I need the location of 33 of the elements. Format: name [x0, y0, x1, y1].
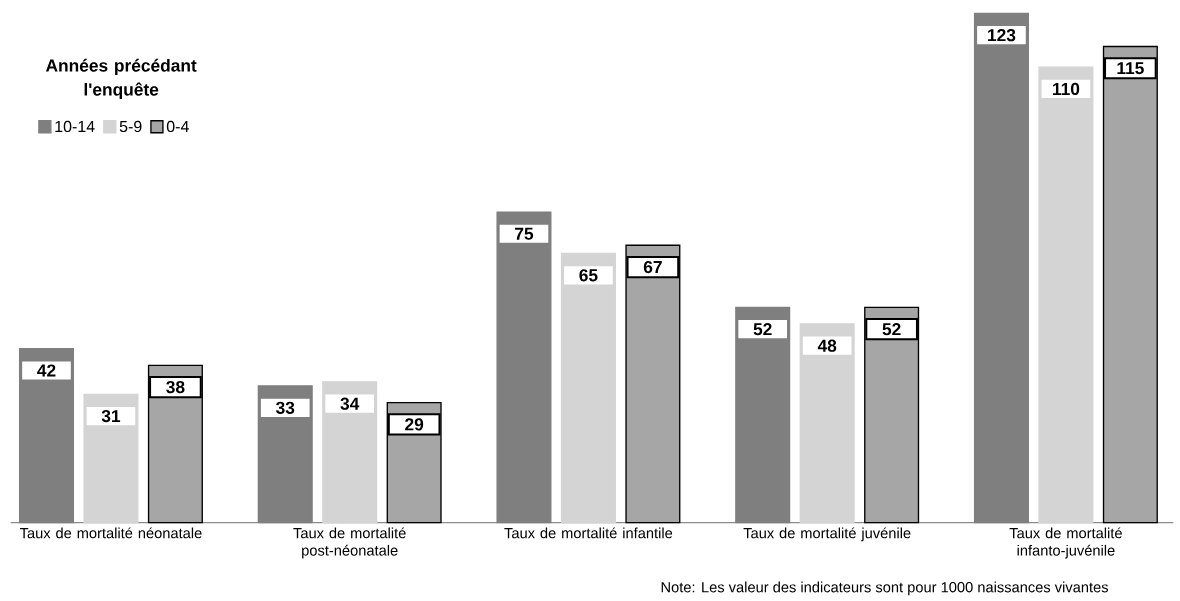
data-label: 34: [340, 397, 360, 410]
bar: [973, 12, 1029, 524]
x-tick-label: Taux de mortalité post-néonatale: [293, 527, 406, 559]
data-label: 33: [275, 401, 295, 414]
data-label: 52: [753, 322, 772, 336]
legend-label: 0-4: [166, 120, 189, 132]
data-label: 38: [166, 380, 185, 394]
x-tick-label: Taux de mortalité infantile: [504, 527, 673, 539]
legend-label: 10-14: [55, 120, 95, 132]
data-label: 31: [101, 409, 121, 423]
bar: [1102, 45, 1158, 524]
x-tick-label: Taux de mortalité néonatale: [19, 527, 202, 539]
x-tick-label: Taux de mortalité juvénile: [743, 527, 911, 542]
data-label: 42: [37, 364, 56, 377]
data-label: 52: [882, 322, 901, 336]
bar: [1038, 66, 1094, 524]
x-tick-label: Taux de mortalité infanto-juvénile: [1009, 527, 1122, 559]
bar: [625, 244, 681, 524]
legend-title: Années précédant l'enquête: [45, 58, 197, 99]
text: Note: Les valeur des indicateurs sont pour 1000 naissances vivantes: [661, 581, 1109, 596]
data-label: 123: [988, 28, 1016, 42]
data-label: 67: [643, 260, 662, 273]
data-label: 65: [579, 269, 598, 282]
data-label: 110: [1053, 82, 1080, 95]
data-label: 75: [515, 227, 534, 240]
bar: [496, 211, 552, 524]
bar: [864, 306, 920, 524]
bar: [560, 252, 616, 524]
data-label: 29: [405, 418, 424, 431]
legend-label: 5-9: [119, 120, 142, 132]
bar: [735, 306, 791, 524]
data-label: 115: [1117, 61, 1144, 75]
data-label: 48: [817, 339, 837, 352]
